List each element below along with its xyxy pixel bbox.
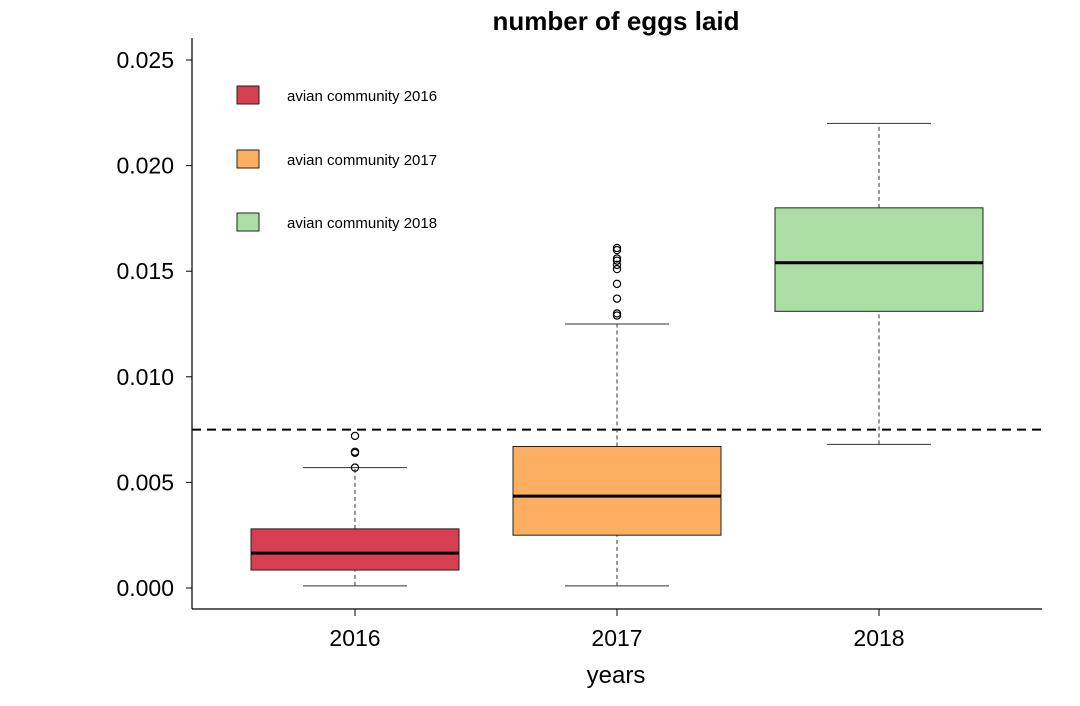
chart-title: number of eggs laid — [492, 6, 739, 36]
outlier-point — [612, 254, 622, 263]
outlier-point — [350, 447, 360, 456]
legend-swatch — [236, 212, 260, 232]
y-tick-label: 0.025 — [116, 47, 174, 73]
x-tick-label: 2018 — [853, 625, 904, 651]
outlier-point — [612, 309, 622, 318]
legend-swatch — [236, 85, 260, 105]
outlier-point — [350, 431, 360, 441]
legend: avian community 2016 avian community 2017… — [236, 85, 437, 232]
outlier-point — [612, 264, 622, 274]
box-iqr — [774, 207, 984, 312]
outlier-point — [350, 463, 360, 472]
outlier-point — [612, 243, 622, 253]
axes: 0.000 0.005 0.010 0.015 0.020 0.025 2016 2017 20… — [116, 38, 1042, 651]
legend-label: avian community 2017 — [287, 152, 437, 169]
outlier-point — [612, 279, 622, 289]
y-tick-label: 0.005 — [116, 469, 174, 495]
box-iqr — [250, 528, 460, 571]
y-tick-label: 0.010 — [116, 364, 174, 390]
legend-label: avian community 2016 — [287, 88, 437, 105]
legend-swatch — [236, 149, 260, 169]
x-tick-label: 2016 — [329, 625, 380, 651]
y-tick-label: 0.015 — [116, 258, 174, 284]
x-axis-title: years — [587, 662, 646, 689]
y-tick-label: 0.020 — [116, 153, 174, 179]
y-tick-label: 0.000 — [116, 575, 174, 601]
box-2016 — [250, 431, 460, 587]
box-iqr — [512, 445, 722, 536]
box-2018 — [774, 122, 984, 445]
x-tick-label: 2017 — [591, 625, 642, 651]
outlier-point — [612, 260, 622, 270]
outlier-point — [612, 294, 622, 303]
box-2017 — [512, 243, 722, 587]
legend-label: avian community 2018 — [287, 215, 437, 232]
boxes — [250, 122, 984, 587]
